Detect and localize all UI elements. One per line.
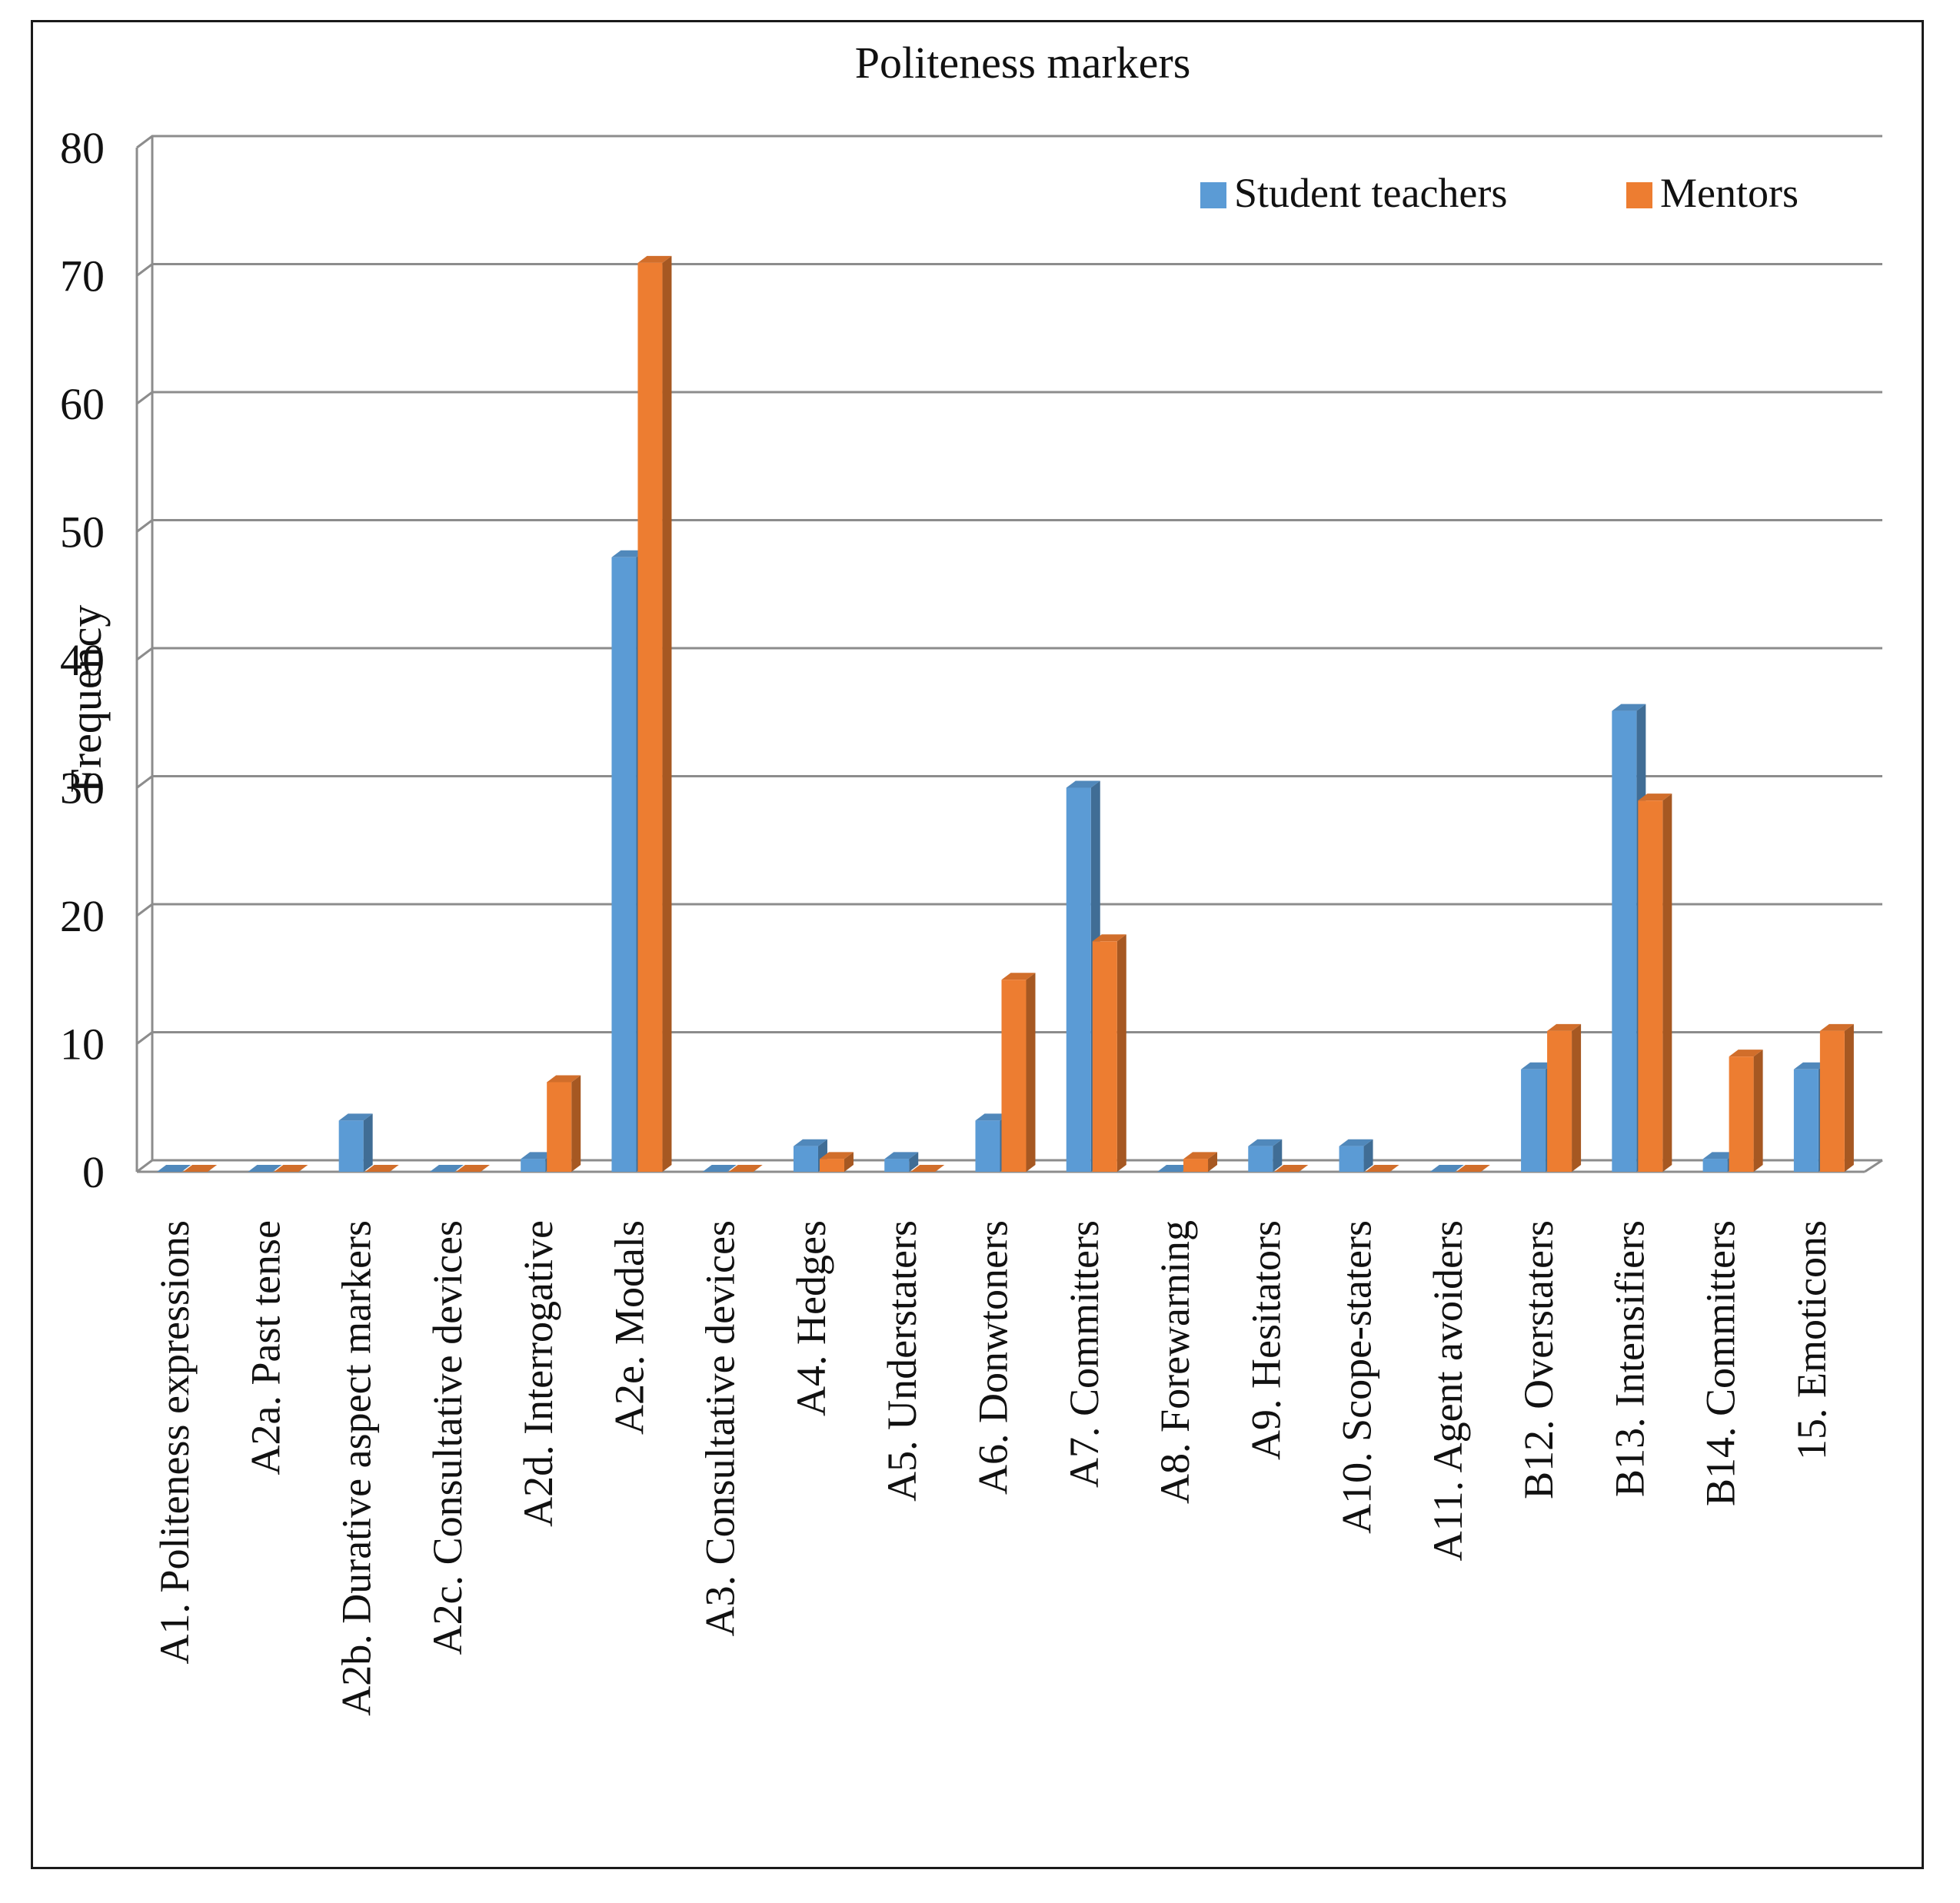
y-axis-label: Frequency bbox=[61, 605, 111, 793]
legend-label-student-teachers: Student teachers bbox=[1234, 170, 1507, 216]
chart-title: Politeness markers bbox=[855, 38, 1191, 88]
gridline bbox=[136, 263, 1882, 277]
gridline bbox=[136, 135, 1882, 149]
gridline bbox=[136, 775, 1882, 789]
x-tick-label: A6. Donwtoners bbox=[970, 1220, 1017, 1495]
bar bbox=[1429, 1165, 1464, 1172]
legend-label-mentors: Mentors bbox=[1660, 170, 1799, 216]
bar bbox=[1157, 1165, 1192, 1172]
x-tick-label: A1. Politeness expressions bbox=[151, 1220, 198, 1664]
x-tick-label: A2d. Interrogative bbox=[515, 1220, 561, 1527]
y-tick-label: 20 bbox=[60, 891, 105, 941]
bar bbox=[183, 1165, 218, 1172]
bar bbox=[1092, 934, 1126, 1172]
y-tick-label: 50 bbox=[60, 507, 105, 557]
bar bbox=[1547, 1023, 1582, 1172]
bar bbox=[338, 1113, 373, 1172]
gridlines bbox=[136, 135, 1882, 1173]
gridline bbox=[136, 1159, 1882, 1173]
bar bbox=[1819, 1023, 1854, 1172]
x-axis-tick-labels: A1. Politeness expressions A2a. Past tens… bbox=[151, 1220, 1835, 1716]
bar bbox=[1638, 793, 1672, 1172]
bar bbox=[1183, 1152, 1218, 1172]
bar bbox=[637, 255, 672, 1173]
bar bbox=[884, 1152, 919, 1172]
bar bbox=[547, 1075, 581, 1172]
bars bbox=[157, 255, 1854, 1173]
x-tick-label: A2a. Past tense bbox=[242, 1220, 288, 1475]
gridline bbox=[136, 391, 1882, 405]
x-tick-label: B13. Intensifiers bbox=[1606, 1220, 1652, 1497]
x-tick-label: A8. Forewarning bbox=[1152, 1220, 1198, 1504]
y-axis: 0 10 20 30 40 50 60 70 80 bbox=[60, 123, 1883, 1197]
bar bbox=[1001, 973, 1036, 1172]
legend: Student teachers Mentors bbox=[1200, 170, 1799, 216]
y-tick-label: 70 bbox=[60, 251, 105, 301]
x-tick-label: A5. Understaters bbox=[879, 1220, 925, 1502]
x-tick-label: A2e. Modals bbox=[606, 1220, 652, 1435]
x-tick-label: A7. Committers bbox=[1061, 1220, 1107, 1488]
bar bbox=[157, 1165, 191, 1172]
x-tick-label: B14. Committers bbox=[1698, 1220, 1744, 1506]
bar-chart: Politeness markers Frequency 0 10 20 30 40 50… bbox=[60, 38, 1883, 1716]
x-tick-label: A3. Consultative devices bbox=[697, 1220, 744, 1636]
y-tick-label: 40 bbox=[60, 635, 105, 685]
x-tick-label: 15. Emoticons bbox=[1789, 1220, 1835, 1460]
y-tick-label: 30 bbox=[60, 764, 105, 813]
y-tick-label: 80 bbox=[60, 123, 105, 173]
gridline bbox=[136, 519, 1882, 533]
x-tick-label: A2c. Consultative devices bbox=[424, 1220, 471, 1655]
gridline bbox=[136, 647, 1882, 661]
floor-edge bbox=[1864, 1159, 1883, 1173]
bar bbox=[274, 1165, 308, 1172]
bar bbox=[248, 1165, 282, 1172]
bar bbox=[1248, 1139, 1283, 1172]
bar bbox=[819, 1152, 854, 1172]
bar bbox=[1729, 1050, 1763, 1172]
y-tick-label: 10 bbox=[60, 1020, 105, 1070]
x-tick-label: A2b. Durative aspect markers bbox=[334, 1220, 380, 1716]
x-tick-label: A4. Hedges bbox=[788, 1220, 834, 1416]
bar bbox=[1456, 1165, 1490, 1172]
bar bbox=[1339, 1139, 1373, 1172]
gridline bbox=[136, 1031, 1882, 1045]
x-tick-label: B12. Overstaters bbox=[1516, 1220, 1562, 1499]
bar bbox=[910, 1165, 945, 1172]
bar bbox=[702, 1165, 737, 1172]
y-tick-label: 0 bbox=[82, 1147, 105, 1197]
bar bbox=[728, 1165, 763, 1172]
y-tick-label: 60 bbox=[60, 379, 105, 429]
x-tick-label: A10. Scope-staters bbox=[1334, 1220, 1380, 1534]
chart-frame: Politeness markers Frequency 0 10 20 30 40 50… bbox=[31, 20, 1924, 1869]
legend-swatch-student-teachers bbox=[1200, 182, 1226, 208]
x-tick-label: A11. Agent avoiders bbox=[1425, 1220, 1471, 1561]
legend-swatch-mentors bbox=[1626, 182, 1652, 208]
bar bbox=[1274, 1165, 1309, 1172]
bar bbox=[455, 1165, 490, 1172]
bar bbox=[364, 1165, 399, 1172]
bar bbox=[1365, 1165, 1399, 1172]
x-tick-label: A9. Hesitators bbox=[1243, 1220, 1289, 1460]
gridline bbox=[136, 903, 1882, 917]
bar bbox=[429, 1165, 464, 1172]
